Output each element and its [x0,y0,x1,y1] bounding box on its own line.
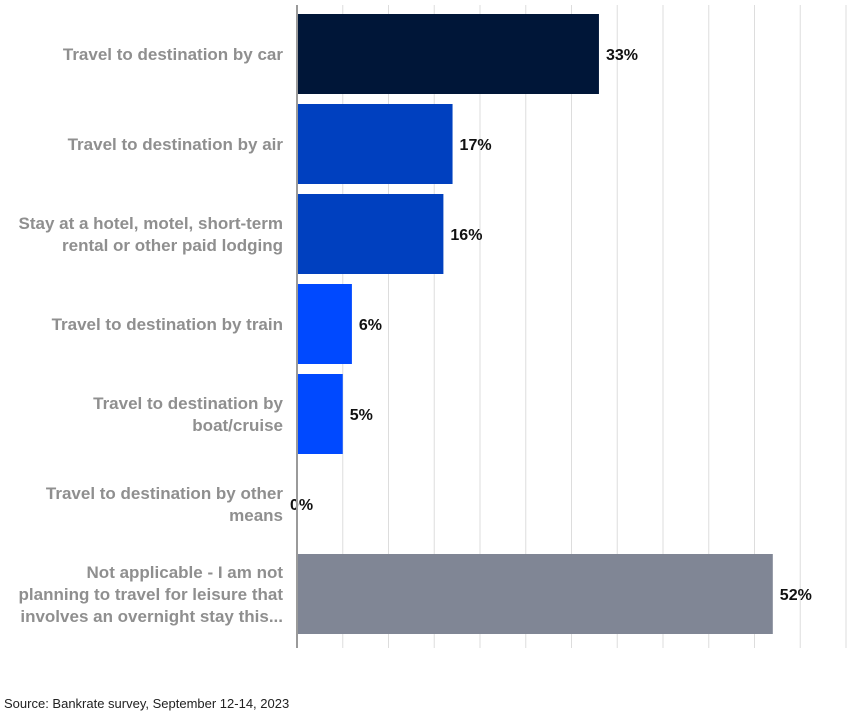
category-label-line: means [229,506,283,525]
value-label: 5% [350,407,373,424]
category-label-line: Travel to destination by train [52,315,283,334]
category-label-line: involves an overnight stay this... [20,607,283,626]
category-labels: Travel to destination by car Travel to de… [19,45,284,626]
value-label: 17% [460,137,492,154]
category-label: Travel to destination by boat/cruise [93,394,283,435]
bar [297,374,343,454]
value-label: 52% [780,587,812,604]
bar [297,554,773,634]
value-label: 16% [450,227,482,244]
bar [297,104,453,184]
category-label-line: Not applicable - I am not [87,563,284,582]
value-label: 0% [290,497,313,514]
category-label: Stay at a hotel, motel, short-term rental… [19,214,284,255]
category-label-line: Travel to destination by car [63,45,284,64]
bars [297,14,773,634]
bar [297,284,352,364]
bar [297,14,599,94]
value-label: 33% [606,47,638,64]
category-label-line: Travel to destination by [93,394,283,413]
category-label: Travel to destination by other means [46,484,283,525]
category-label: Not applicable - I am not planning to tra… [19,563,284,626]
category-label-line: Travel to destination by other [46,484,283,503]
bar [297,194,444,274]
category-label: Travel to destination by air [68,135,284,154]
category-label-line: Travel to destination by air [68,135,284,154]
bar-chart: Travel to destination by car Travel to de… [19,5,847,648]
value-label: 6% [359,317,382,334]
source-note: Source: Bankrate survey, September 12-14… [4,696,290,711]
category-label: Travel to destination by car [63,45,284,64]
category-label-line: rental or other paid lodging [62,236,283,255]
category-label: Travel to destination by train [52,315,283,334]
category-label-line: planning to travel for leisure that [19,585,284,604]
value-labels: 33% 17% 16% 6% 5% 0% 52% [290,47,812,604]
gridlines [342,5,847,648]
category-label-line: boat/cruise [192,416,283,435]
category-label-line: Stay at a hotel, motel, short-term [19,214,284,233]
